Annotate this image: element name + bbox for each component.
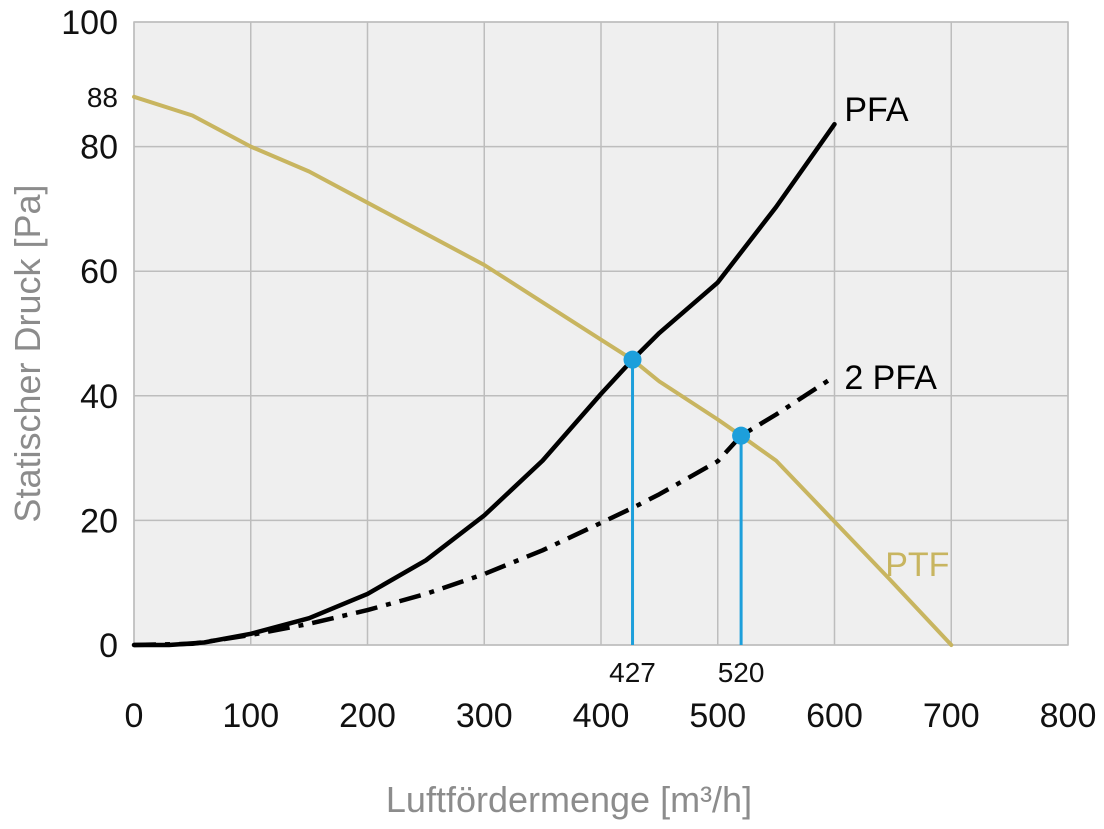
x-tick-label: 600 (806, 697, 863, 735)
series-label-pfa: PFA (844, 91, 909, 129)
x-tick-label: 800 (1040, 697, 1097, 735)
x-tick-label: 100 (222, 697, 279, 735)
series-labels: PFA 2 PFA PTF (844, 91, 949, 584)
x-tick-label: 500 (689, 697, 746, 735)
y-axis-title: Statischer Druck [Pa] (7, 184, 48, 522)
series-2-pfa-line (133, 374, 836, 648)
grid (133, 21, 1069, 646)
operating-point-label: 427 (609, 657, 656, 688)
series-ptf-line (132, 94, 954, 647)
x-axis-title: Luftfördermenge [m³/h] (386, 779, 752, 820)
x-tick-label: 700 (923, 697, 980, 735)
y-tick-label: 100 (61, 4, 118, 42)
operating-point-label: 520 (718, 657, 765, 688)
series-label-2-pfa: 2 PFA (844, 359, 937, 397)
series-pfa-line (131, 121, 837, 648)
y-tick-label: 40 (80, 378, 118, 416)
y-tick-label-88: 88 (87, 82, 118, 113)
y-tick-label: 80 (80, 129, 118, 167)
operating-point-marker (732, 426, 751, 445)
operating-point-marker (623, 350, 642, 369)
tick-labels: 0 100 200 300 400 500 600 700 800 0 20 40 60 80 100 88 4… (61, 4, 1096, 735)
operating-points (623, 350, 751, 645)
series-label-ptf: PTF (885, 546, 949, 584)
x-tick-label: 0 (125, 697, 144, 735)
y-tick-label: 0 (99, 627, 118, 665)
y-tick-label: 60 (80, 253, 118, 291)
curves (131, 94, 954, 648)
x-tick-label: 200 (339, 697, 396, 735)
y-tick-label: 20 (80, 502, 118, 540)
x-tick-label: 400 (573, 697, 630, 735)
x-tick-label: 300 (456, 697, 513, 735)
